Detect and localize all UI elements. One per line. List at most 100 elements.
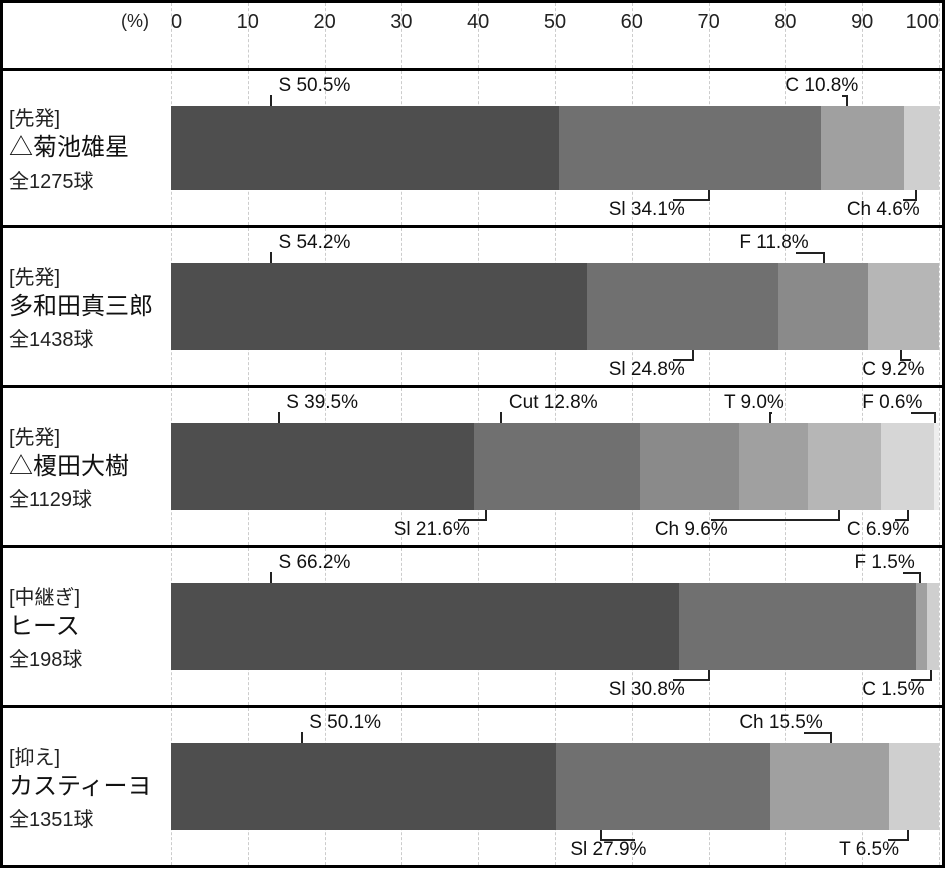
player-row: [先発]多和田真三郎全1438球 S 54.2% F 11.8% Sl 24.8% C … bbox=[0, 228, 945, 388]
segment-S bbox=[171, 263, 587, 350]
grid-line bbox=[939, 388, 940, 545]
segment-Ch bbox=[770, 743, 889, 830]
grid-line bbox=[555, 3, 556, 68]
grid-line bbox=[632, 3, 633, 68]
annotation-tick bbox=[278, 412, 280, 423]
grid-line bbox=[939, 3, 940, 68]
axis-tick: 0 bbox=[171, 11, 182, 34]
annotation-tick bbox=[270, 572, 272, 583]
annotation: Cut 12.8% bbox=[509, 392, 598, 414]
player-row: [中継ぎ]ヒース全198球 S 66.2% F 1.5% Sl 30.8% C 1.5% bbox=[0, 548, 945, 708]
segment-Sl bbox=[587, 263, 777, 350]
annotation: S 50.5% bbox=[279, 75, 351, 97]
annotation: F 11.8% bbox=[739, 232, 808, 254]
segment-Ch bbox=[904, 106, 939, 190]
annotation: Sl 30.8% bbox=[609, 679, 685, 701]
annotation-tick bbox=[270, 252, 272, 263]
grid-line bbox=[709, 3, 710, 68]
pitch-mix-chart: (%) 0102030405060708090100 [先発]△菊池雄星全127… bbox=[0, 0, 945, 868]
annotation: Ch 15.5% bbox=[739, 712, 822, 734]
stacked-bar bbox=[171, 263, 939, 350]
segment-T bbox=[739, 423, 808, 510]
player-name: ヒース bbox=[9, 610, 174, 644]
stacked-bar bbox=[171, 423, 939, 510]
segment-C bbox=[868, 263, 939, 350]
stacked-bar bbox=[171, 106, 939, 190]
annotation: Ch 9.6% bbox=[655, 519, 728, 541]
segment-S bbox=[171, 743, 556, 830]
player-total: 全1275球 bbox=[9, 165, 174, 194]
annotation: S 54.2% bbox=[279, 232, 351, 254]
player-role: [先発] bbox=[9, 421, 174, 450]
grid-line bbox=[939, 548, 940, 705]
grid-line bbox=[785, 3, 786, 68]
grid-line bbox=[939, 71, 940, 225]
axis-tick: 100 bbox=[906, 11, 939, 34]
player-role: [中継ぎ] bbox=[9, 581, 174, 610]
player-row: [抑え]カスティーヨ全1351球 S 50.1% Ch 15.5% Sl 27.9% T… bbox=[0, 708, 945, 868]
player-label: [先発]△榎田大樹全1129球 bbox=[9, 388, 174, 545]
segment-C bbox=[927, 583, 939, 670]
segment-Sl bbox=[679, 583, 916, 670]
grid-line bbox=[939, 708, 940, 865]
annotation: T 6.5% bbox=[839, 839, 899, 861]
axis-row: (%) 0102030405060708090100 bbox=[0, 0, 945, 68]
segment-T bbox=[889, 743, 939, 830]
player-role: [先発] bbox=[9, 102, 174, 131]
segment-S bbox=[171, 106, 559, 190]
player-name: カスティーヨ bbox=[9, 770, 174, 804]
segment-Cut bbox=[640, 423, 738, 510]
player-label: [抑え]カスティーヨ全1351球 bbox=[9, 708, 174, 865]
annotation-tick bbox=[301, 732, 303, 743]
player-label: [先発]△菊池雄星全1275球 bbox=[9, 71, 174, 225]
player-total: 全198球 bbox=[9, 643, 174, 672]
segment-Sl bbox=[556, 743, 770, 830]
annotation: S 50.1% bbox=[309, 712, 381, 734]
axis-unit: (%) bbox=[121, 11, 149, 32]
annotation-tick bbox=[500, 412, 502, 423]
player-row: [先発]△菊池雄星全1275球 S 50.5% C 10.8% Sl 34.1% Ch … bbox=[0, 68, 945, 228]
segment-S bbox=[171, 423, 474, 510]
annotation: Ch 4.6% bbox=[847, 199, 920, 221]
player-name: △菊池雄星 bbox=[9, 131, 174, 165]
segment-S bbox=[171, 583, 679, 670]
segment-F bbox=[934, 423, 939, 510]
segment-Sl bbox=[559, 106, 821, 190]
segment-Ch bbox=[808, 423, 882, 510]
player-total: 全1129球 bbox=[9, 483, 174, 512]
grid-line bbox=[401, 3, 402, 68]
player-role: [抑え] bbox=[9, 741, 174, 770]
player-role: [先発] bbox=[9, 261, 174, 290]
annotation: S 66.2% bbox=[279, 552, 351, 574]
annotation: C 6.9% bbox=[847, 519, 909, 541]
grid-line bbox=[171, 3, 172, 68]
annotation: F 0.6% bbox=[862, 392, 922, 414]
annotation: Sl 27.9% bbox=[570, 839, 646, 861]
annotation: C 1.5% bbox=[862, 679, 924, 701]
annotation: C 10.8% bbox=[785, 75, 858, 97]
annotation: S 39.5% bbox=[286, 392, 358, 414]
player-label: [中継ぎ]ヒース全198球 bbox=[9, 548, 174, 705]
annotation-tick bbox=[270, 95, 272, 106]
player-name: 多和田真三郎 bbox=[9, 290, 174, 324]
annotation: Sl 34.1% bbox=[609, 199, 685, 221]
annotation: F 1.5% bbox=[855, 552, 915, 574]
axis-bar-area: 0102030405060708090100 bbox=[171, 3, 939, 68]
player-label: [先発]多和田真三郎全1438球 bbox=[9, 228, 174, 385]
segment-F bbox=[778, 263, 869, 350]
annotation: Sl 24.8% bbox=[609, 359, 685, 381]
grid-line bbox=[939, 228, 940, 385]
annotation: T 9.0% bbox=[724, 392, 784, 414]
grid-line bbox=[325, 3, 326, 68]
annotation: Sl 21.6% bbox=[394, 519, 470, 541]
segment-C bbox=[881, 423, 934, 510]
grid-line bbox=[478, 3, 479, 68]
annotation: C 9.2% bbox=[862, 359, 924, 381]
player-total: 全1438球 bbox=[9, 323, 174, 352]
stacked-bar bbox=[171, 743, 939, 830]
stacked-bar bbox=[171, 583, 939, 670]
grid-line bbox=[862, 3, 863, 68]
player-total: 全1351球 bbox=[9, 803, 174, 832]
grid-line bbox=[248, 3, 249, 68]
player-row: [先発]△榎田大樹全1129球 S 39.5% Cut 12.8% T 9.0% F 0… bbox=[0, 388, 945, 548]
